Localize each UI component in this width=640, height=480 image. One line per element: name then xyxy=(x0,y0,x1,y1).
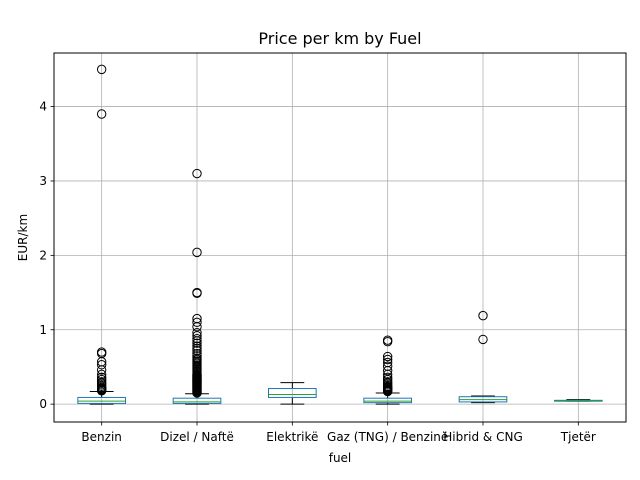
x-tick-label: Elektrikë xyxy=(266,430,318,444)
outlier-point xyxy=(192,317,202,328)
outlier-point xyxy=(382,374,393,385)
y-axis-label: EUR/km xyxy=(16,214,30,261)
ticks: 0 1 2 3 4 Benzin Dizel / Naftë Elektrikë Gaz (TN… xyxy=(39,100,596,444)
outlier-point xyxy=(96,347,107,357)
box-body xyxy=(268,388,317,398)
outlier-point xyxy=(192,168,202,179)
outlier-point xyxy=(382,361,393,371)
outlier-point xyxy=(382,372,393,383)
outlier-point xyxy=(192,353,202,363)
plot-frame xyxy=(53,52,627,423)
outlier-point xyxy=(192,331,202,341)
x-tick-label: Tjetër xyxy=(560,430,596,444)
y-tick-label: 2 xyxy=(39,248,47,262)
boxes xyxy=(77,64,603,405)
box-group xyxy=(458,310,508,404)
outlier-point xyxy=(192,338,202,348)
outlier-point xyxy=(382,354,393,365)
outlier-point xyxy=(478,334,488,345)
outlier-point xyxy=(96,377,107,387)
outlier-point xyxy=(192,351,202,361)
outlier-point xyxy=(382,351,393,362)
outlier-point xyxy=(96,369,107,380)
outlier-point xyxy=(478,310,488,321)
outlier-point xyxy=(192,348,202,359)
x-tick-label: Benzin xyxy=(81,430,121,444)
x-tick-label: Gaz (TNG) / Benzinë xyxy=(327,430,448,444)
x-tick-label: Hibrid & CNG xyxy=(443,430,523,444)
box-group xyxy=(363,335,413,405)
grid xyxy=(54,53,626,422)
chart-title: Price per km by Fuel xyxy=(258,29,421,48)
outlier-point xyxy=(192,328,202,338)
x-axis-label: fuel xyxy=(329,451,352,465)
outlier-point xyxy=(96,64,107,75)
outlier-point xyxy=(192,247,202,258)
box-group xyxy=(77,64,127,405)
outlier-point xyxy=(192,343,202,354)
y-tick-label: 4 xyxy=(39,100,47,114)
outlier-point xyxy=(192,345,202,356)
outlier-point xyxy=(96,372,107,383)
y-tick-label: 3 xyxy=(39,174,47,188)
outlier-point xyxy=(192,341,202,351)
outlier-point xyxy=(192,313,202,324)
box-group xyxy=(268,382,317,405)
box-body xyxy=(172,397,222,404)
outlier-point xyxy=(382,357,393,368)
outlier-point xyxy=(382,377,393,387)
y-tick-label: 1 xyxy=(39,323,47,337)
outlier-point xyxy=(96,109,107,119)
box-group xyxy=(172,168,222,405)
y-tick-label: 0 xyxy=(39,397,47,411)
outlier-point xyxy=(192,333,202,344)
outlier-point xyxy=(96,360,107,370)
outlier-point xyxy=(382,335,393,345)
box-body xyxy=(77,396,127,404)
box-group xyxy=(554,399,603,402)
outlier-point xyxy=(96,374,107,385)
box-body xyxy=(363,397,413,404)
outlier-point xyxy=(192,287,202,298)
x-tick-label: Dizel / Naftë xyxy=(160,430,234,444)
